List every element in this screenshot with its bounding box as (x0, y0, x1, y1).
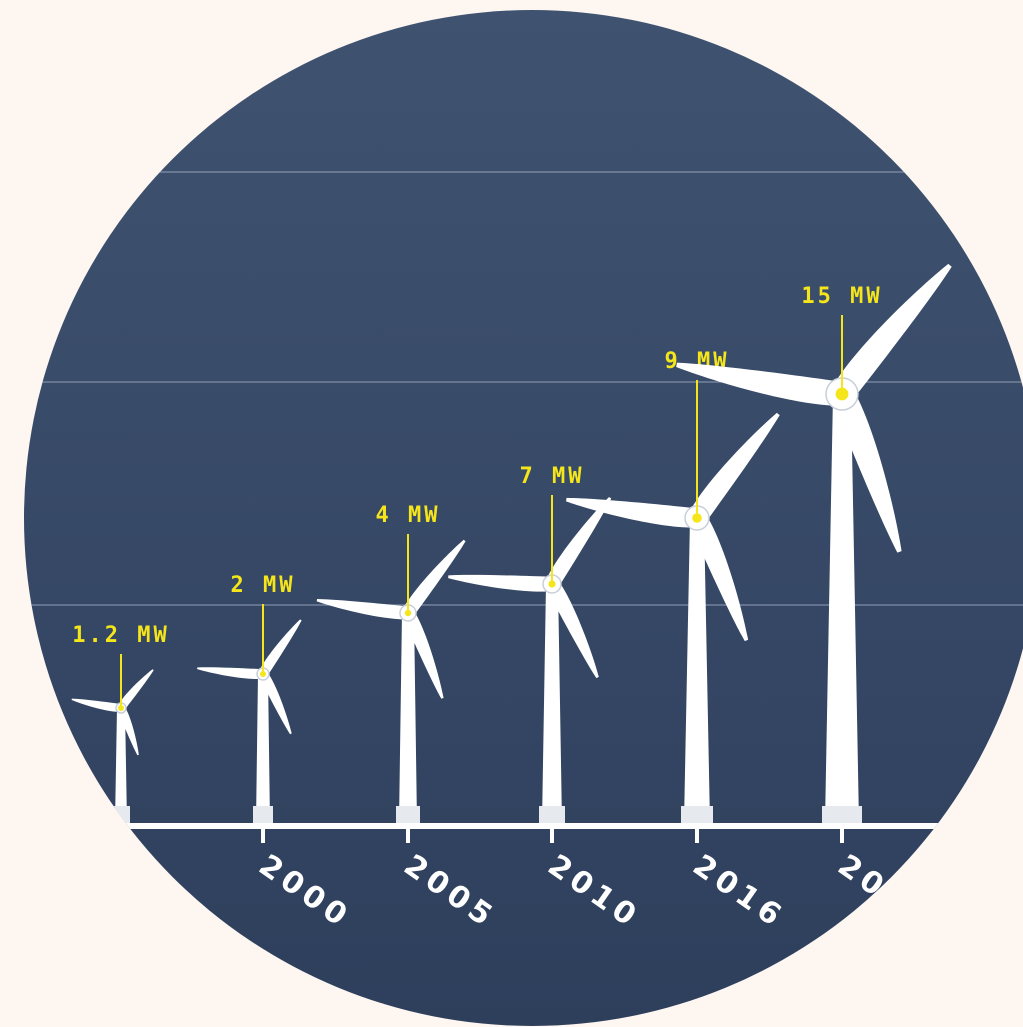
turbine-blade (258, 671, 292, 735)
capacity-label: 15 MW (801, 284, 882, 309)
x-tick (119, 829, 123, 843)
turbine-base (112, 806, 130, 823)
x-tick (695, 829, 699, 843)
turbine-blade (71, 698, 122, 712)
turbine-base (253, 806, 273, 823)
turbine-tower (399, 613, 417, 823)
turbine-blade (402, 539, 466, 617)
turbine-4: 7 MW (448, 464, 612, 823)
turbine-base (822, 806, 862, 823)
turbine-blade (689, 412, 780, 524)
turbine-blade (197, 667, 264, 680)
capacity-label: 1.2 MW (72, 623, 169, 648)
chart-panel (24, 10, 1023, 1026)
capacity-label: 4 MW (376, 503, 441, 528)
turbine-tower (115, 708, 127, 823)
turbine-blade (117, 669, 154, 711)
turbine-blade (688, 514, 749, 642)
turbine-1: 1.2 MW (71, 623, 169, 823)
turbine-tower (825, 394, 859, 823)
turbine-tower (542, 584, 562, 823)
turbine-blade (259, 619, 302, 677)
turbine-base (681, 806, 713, 823)
capacity-label: 7 MW (520, 464, 585, 489)
turbine-blade (316, 599, 409, 620)
x-tick (406, 829, 410, 843)
turbine-3: 4 MW (316, 503, 466, 823)
turbine-blade (545, 580, 599, 679)
turbine-blade (832, 263, 952, 402)
turbine-blade (546, 497, 612, 589)
turbine-tower (684, 518, 710, 823)
turbine-6: 15 MW (676, 263, 952, 823)
turbine-base (396, 806, 420, 823)
turbine-tower (256, 674, 270, 823)
turbine-blade (566, 497, 699, 528)
x-axis-baseline (24, 823, 1023, 829)
turbine-base (539, 806, 565, 823)
x-tick (550, 829, 554, 843)
turbine-5: 9 MW (566, 349, 780, 823)
turbine-blade (117, 706, 139, 756)
turbine-blade (830, 389, 902, 553)
x-tick (261, 829, 265, 843)
x-tick (840, 829, 844, 843)
turbine-blade (676, 362, 845, 406)
turbine-2: 2 MW (197, 573, 302, 823)
capacity-label: 2 MW (231, 573, 296, 598)
turbine-blade (448, 574, 553, 592)
turbine-blade (402, 610, 444, 699)
